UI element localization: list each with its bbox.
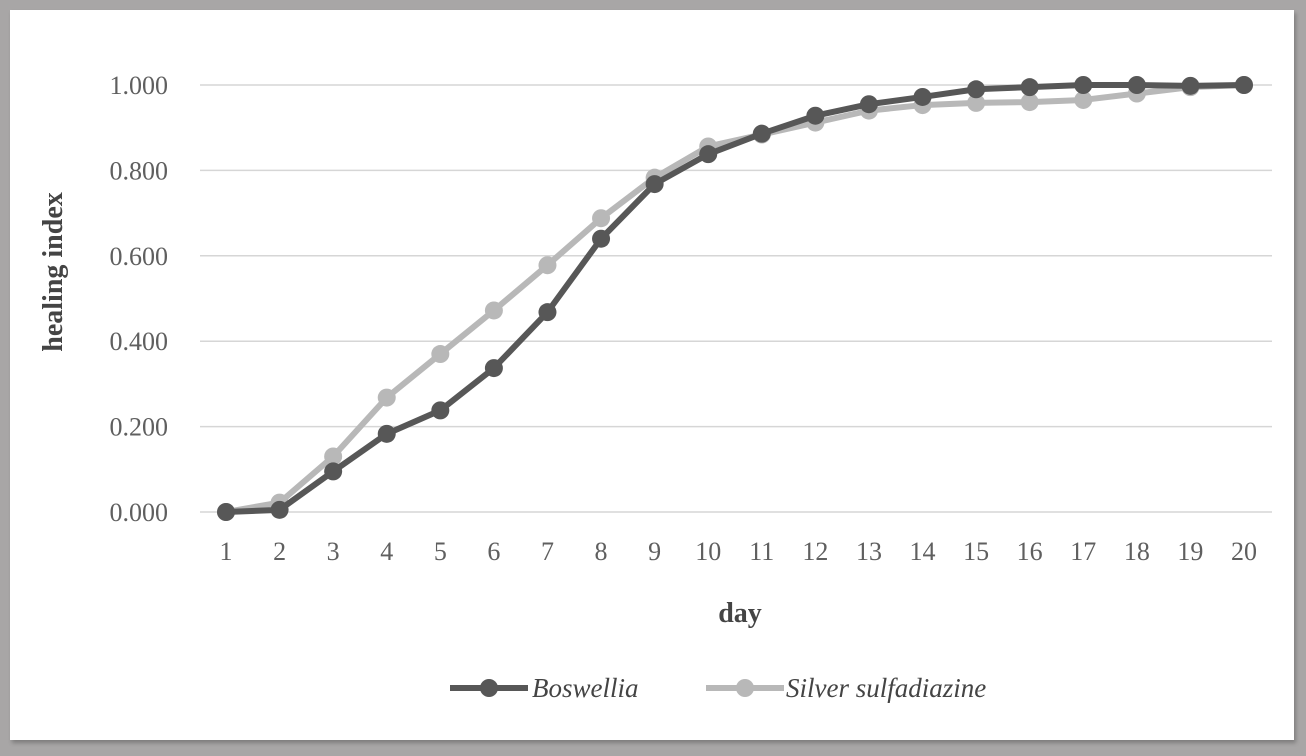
data-point bbox=[538, 256, 557, 275]
legend-item: Silver sulfadiazine bbox=[706, 673, 986, 703]
series-line bbox=[223, 82, 1247, 515]
y-axis-ticks: 0.000 0.200 0.400 0.600 0.800 1.000 bbox=[110, 71, 169, 527]
x-tick-label: 19 bbox=[1177, 537, 1203, 566]
x-tick-label: 20 bbox=[1231, 537, 1257, 566]
x-tick-label: 15 bbox=[963, 537, 989, 566]
data-point bbox=[377, 424, 396, 443]
x-axis-ticks: 1 2 3 4 5 6 7 8 9 10 11 12 13 14 15 16 17 18 19 20 bbox=[220, 537, 1258, 566]
data-point bbox=[324, 447, 343, 466]
data-point bbox=[967, 80, 986, 99]
data-point bbox=[699, 145, 718, 164]
y-tick-label: 0.600 bbox=[110, 242, 169, 271]
data-point bbox=[270, 500, 289, 519]
y-axis-title: healing index bbox=[38, 192, 69, 351]
x-tick-label: 11 bbox=[749, 537, 774, 566]
data-point bbox=[592, 229, 611, 248]
data-point bbox=[1020, 78, 1039, 97]
series-line bbox=[223, 82, 1247, 515]
legend-label: Silver sulfadiazine bbox=[786, 673, 986, 703]
series-boswellia bbox=[217, 76, 1253, 521]
x-tick-label: 17 bbox=[1070, 537, 1096, 566]
data-point bbox=[913, 87, 932, 106]
x-axis-title: day bbox=[718, 598, 762, 629]
series-lines bbox=[217, 76, 1253, 521]
y-tick-label: 1.000 bbox=[110, 71, 169, 100]
x-tick-label: 12 bbox=[802, 537, 828, 566]
data-point bbox=[1074, 90, 1093, 109]
x-tick-label: 14 bbox=[910, 537, 936, 566]
data-point bbox=[752, 124, 771, 143]
y-tick-label: 0.200 bbox=[110, 413, 169, 442]
data-point bbox=[538, 303, 557, 322]
x-tick-label: 2 bbox=[273, 537, 286, 566]
data-point bbox=[1074, 76, 1093, 94]
legend: Boswellia Silver sulfadiazine bbox=[450, 673, 986, 703]
gridlines bbox=[200, 84, 1272, 513]
x-tick-label: 1 bbox=[220, 537, 233, 566]
data-point bbox=[1235, 76, 1253, 94]
x-tick-label: 5 bbox=[434, 537, 447, 566]
y-tick-label: 0.800 bbox=[110, 156, 169, 185]
legend-swatch-marker bbox=[480, 679, 498, 697]
legend-item: Boswellia bbox=[450, 673, 639, 703]
data-point bbox=[377, 388, 396, 407]
data-point bbox=[1127, 76, 1146, 94]
data-point bbox=[645, 175, 664, 194]
data-point bbox=[484, 359, 503, 378]
data-point bbox=[1020, 93, 1039, 112]
x-tick-label: 13 bbox=[856, 537, 882, 566]
x-tick-label: 9 bbox=[648, 537, 661, 566]
data-point bbox=[324, 462, 343, 481]
legend-label: Boswellia bbox=[532, 673, 639, 703]
x-tick-label: 7 bbox=[541, 537, 554, 566]
data-point bbox=[484, 301, 503, 320]
x-tick-label: 6 bbox=[487, 537, 500, 566]
data-point bbox=[1181, 76, 1200, 95]
x-tick-label: 3 bbox=[327, 537, 340, 566]
legend-swatch-marker bbox=[736, 679, 754, 697]
y-tick-label: 0.400 bbox=[110, 327, 169, 356]
x-tick-label: 16 bbox=[1017, 537, 1043, 566]
data-point bbox=[859, 95, 878, 114]
x-tick-label: 10 bbox=[695, 537, 721, 566]
data-point bbox=[806, 106, 825, 125]
x-tick-label: 18 bbox=[1124, 537, 1150, 566]
x-tick-label: 8 bbox=[595, 537, 608, 566]
y-tick-label: 0.000 bbox=[110, 498, 169, 527]
data-point bbox=[431, 345, 450, 364]
data-point bbox=[431, 401, 450, 420]
data-point bbox=[217, 503, 235, 521]
x-tick-label: 4 bbox=[380, 537, 393, 566]
data-point bbox=[967, 93, 986, 112]
data-point bbox=[592, 209, 611, 228]
